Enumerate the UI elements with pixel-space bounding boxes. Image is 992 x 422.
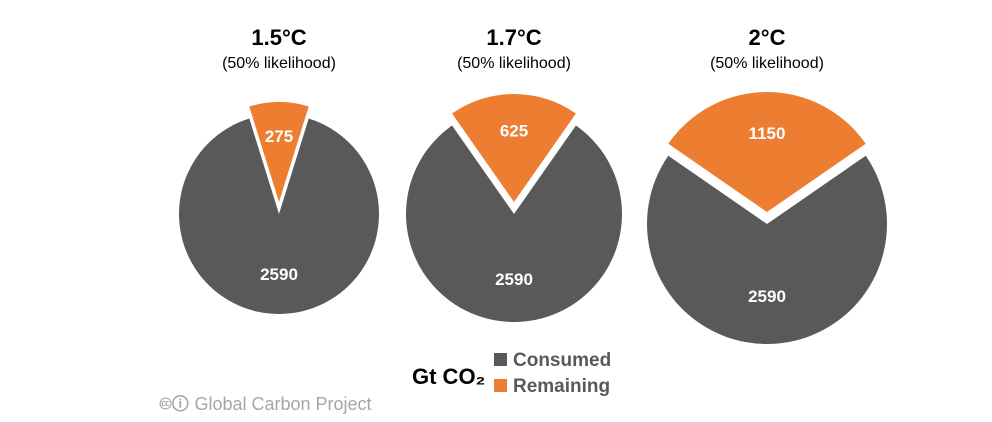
data-label-remaining-3: 1150 (749, 124, 786, 143)
data-label-consumed-2: 2590 (495, 270, 533, 289)
legend-unit-label: Gt CO₂ (412, 364, 486, 389)
credit-text: Global Carbon Project (194, 394, 372, 414)
legend-label-consumed: Consumed (513, 350, 612, 371)
pie-subtitle-3: (50% likelihood) (710, 55, 824, 72)
pie-slice-consumed-1 (178, 118, 379, 314)
pie-title-1: 1.5°C (251, 25, 306, 50)
legend-swatch-remaining (494, 379, 507, 392)
pie-slice-remaining-2 (452, 94, 576, 202)
data-label-consumed-3: 2590 (748, 287, 786, 306)
creative-commons-icon: 🅭🛈 (160, 394, 190, 414)
pie-slice-consumed-2 (406, 125, 622, 323)
credit-line: 🅭🛈 Global Carbon Project (160, 392, 372, 422)
legend-swatch-consumed (494, 353, 507, 366)
pie-title-2: 1.7°C (486, 25, 541, 50)
legend-label-remaining: Remaining (513, 376, 611, 397)
pie-subtitle-2: (50% likelihood) (457, 55, 571, 72)
pie-slice-remaining-3 (668, 92, 866, 212)
data-label-remaining-1: 275 (265, 127, 293, 146)
pie-title-3: 2°C (749, 25, 786, 50)
data-label-remaining-2: 625 (500, 122, 528, 141)
legend-item-consumed: Consumed (494, 350, 611, 372)
pie-slice-remaining-1 (249, 102, 309, 202)
pie-subtitle-1: (50% likelihood) (222, 55, 336, 72)
pie-slice-consumed-3 (647, 155, 888, 345)
data-label-consumed-1: 2590 (260, 265, 298, 284)
legend-item-remaining: Remaining (494, 376, 610, 398)
